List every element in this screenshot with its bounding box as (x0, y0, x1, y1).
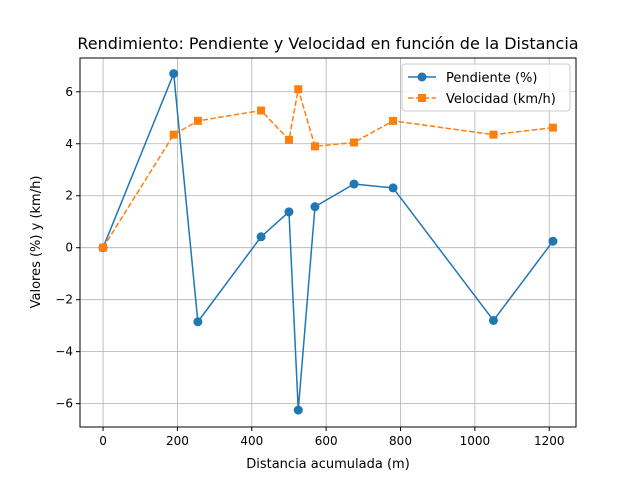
legend-label-pendiente: Pendiente (%) (446, 71, 537, 86)
x-tick-label: 200 (166, 434, 189, 448)
series-layer (98, 69, 558, 415)
data-point-velocidad (257, 106, 266, 115)
chart-title: Rendimiento: Pendiente y Velocidad en fu… (77, 34, 578, 53)
data-point-pendiente (310, 202, 320, 212)
y-tick-label: 2 (65, 189, 73, 203)
legend: Pendiente (%) Velocidad (km/h) (401, 63, 571, 112)
legend-marker-pendiente (417, 72, 427, 82)
data-point-velocidad (284, 135, 293, 144)
data-point-pendiente (169, 69, 179, 79)
grid (80, 58, 576, 427)
y-tick-label: 0 (65, 241, 73, 255)
y-tick-label: −4 (55, 345, 73, 359)
data-point-pendiente (349, 179, 359, 189)
data-point-velocidad (548, 123, 557, 132)
legend-marker-velocidad (418, 94, 426, 102)
data-point-velocidad (169, 130, 178, 139)
data-point-velocidad (350, 138, 359, 147)
data-point-velocidad (389, 116, 398, 125)
plot-frame (79, 57, 577, 428)
data-point-pendiente (284, 207, 294, 217)
legend-label-velocidad: Velocidad (km/h) (446, 92, 556, 107)
data-point-pendiente (488, 315, 498, 325)
x-tick-label: 800 (389, 434, 412, 448)
x-tick-label: 1200 (534, 434, 565, 448)
x-tick-label: 0 (99, 434, 107, 448)
data-point-pendiente (388, 183, 398, 193)
y-axis-label: Valores (%) y (km/h) (29, 176, 44, 309)
legend-box (401, 63, 571, 112)
y-tick-label: 4 (65, 137, 73, 151)
y-tick-label: −2 (55, 293, 73, 307)
data-point-velocidad (193, 116, 202, 125)
data-point-velocidad (310, 142, 319, 151)
x-axis-label: Distancia acumulada (m) (246, 457, 410, 472)
data-point-velocidad (99, 243, 108, 252)
data-point-velocidad (294, 85, 303, 94)
y-tick-label: 6 (65, 85, 73, 99)
y-tick-label: −6 (55, 397, 73, 411)
x-tick-label: 400 (240, 434, 263, 448)
x-tick-label: 1000 (460, 434, 491, 448)
data-point-pendiente (193, 317, 203, 327)
data-point-pendiente (256, 232, 266, 242)
ticks: 0 200 400 600 800 1000 1200 −6 −4 −2 0 2 4 6 (55, 85, 564, 448)
data-point-velocidad (489, 130, 498, 139)
data-point-pendiente (548, 236, 558, 246)
x-tick-label: 600 (315, 434, 338, 448)
data-point-pendiente (293, 405, 303, 415)
